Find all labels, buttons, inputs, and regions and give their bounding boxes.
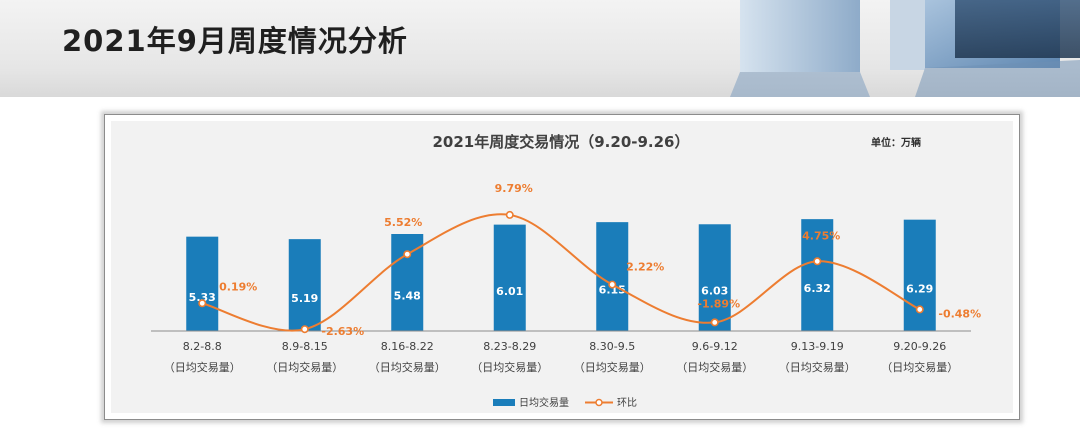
x-tick-label-3: 8.23-8.29 <box>483 340 536 353</box>
bar-0 <box>186 236 219 331</box>
x-tick-label-1: 8.9-8.15 <box>282 340 328 353</box>
x-tick-sublabel-2: （日均交易量） <box>369 360 446 374</box>
bar-7 <box>903 219 936 331</box>
line-value-label-6: 4.75% <box>802 229 840 242</box>
line-value-label-1: -2.63% <box>321 325 364 338</box>
unit-label: 单位：万辆 <box>871 136 921 149</box>
legend-label-line: 环比 <box>617 397 637 409</box>
bar-value-label-0: 5.33 <box>189 291 216 304</box>
x-tick-sublabel-5: （日均交易量） <box>676 360 753 374</box>
line-point-2 <box>403 250 412 259</box>
x-tick-sublabel-0: （日均交易量） <box>164 360 241 374</box>
bar-4 <box>596 222 629 331</box>
line-value-label-2: 5.52% <box>384 216 422 229</box>
x-tick-label-7: 9.20-9.26 <box>893 340 946 353</box>
bar-value-label-3: 6.01 <box>496 285 523 298</box>
x-tick-sublabel-6: （日均交易量） <box>779 360 856 374</box>
line-point-6 <box>813 257 822 266</box>
bar-1 <box>288 239 321 331</box>
legend-label-bar: 日均交易量 <box>519 396 569 409</box>
line-value-label-4: 2.22% <box>626 261 664 274</box>
x-tick-sublabel-3: （日均交易量） <box>471 360 548 374</box>
bar-2 <box>391 234 424 331</box>
x-tick-label-2: 8.16-8.22 <box>381 340 434 353</box>
line-point-7 <box>915 305 924 314</box>
decorative-cubes-image <box>730 0 1080 97</box>
bar-6 <box>801 219 834 331</box>
line-point-1 <box>300 325 309 334</box>
x-tick-label-6: 9.13-9.19 <box>791 340 844 353</box>
legend: 日均交易量 环比 <box>493 396 637 409</box>
x-tick-sublabel-4: （日均交易量） <box>574 360 651 374</box>
line-point-3 <box>505 210 514 219</box>
x-tick-sublabel-1: （日均交易量） <box>266 360 343 374</box>
page-title: 2021年9月周度情况分析 <box>62 24 408 58</box>
line-value-label-5: -1.89% <box>697 297 740 310</box>
line-point-0 <box>198 299 207 308</box>
bar-value-label-6: 6.32 <box>804 282 831 295</box>
bar-value-label-5: 6.03 <box>701 285 728 298</box>
mom-line <box>201 213 921 332</box>
bar-3 <box>493 224 526 331</box>
chart-area: 2021年周度交易情况（9.20-9.26） 单位：万辆 5.33 5.19 5.4… <box>111 121 1013 413</box>
line-point-5 <box>710 318 719 327</box>
line-value-label-7: -0.48% <box>938 307 981 320</box>
x-tick-label-4: 8.30-9.5 <box>589 340 635 353</box>
weekly-trading-chart: 2021年周度交易情况（9.20-9.26） 单位：万辆 5.33 5.19 5.4… <box>151 133 981 409</box>
line-value-label-3: 9.79% <box>495 182 533 195</box>
x-tick-label-0: 8.2-8.8 <box>183 340 222 353</box>
line-value-label-0: 0.19% <box>219 280 257 293</box>
bar-value-label-7: 6.29 <box>906 282 933 295</box>
bar-value-label-1: 5.19 <box>291 292 318 305</box>
bar-value-label-4: 6.15 <box>599 284 626 297</box>
x-tick-sublabel-7: （日均交易量） <box>881 360 958 374</box>
chart-title: 2021年周度交易情况（9.20-9.26） <box>433 133 690 151</box>
legend-swatch-marker <box>595 398 603 407</box>
chart-panel: 2021年周度交易情况（9.20-9.26） 单位：万辆 5.33 5.19 5.4… <box>104 114 1020 420</box>
bar-value-label-2: 5.48 <box>394 290 421 303</box>
header-banner: 2021年9月周度情况分析 <box>0 0 1080 97</box>
x-tick-label-5: 9.6-9.12 <box>692 340 738 353</box>
line-point-4 <box>608 280 617 289</box>
legend-swatch-bar <box>493 399 515 406</box>
bar-5 <box>698 224 731 331</box>
